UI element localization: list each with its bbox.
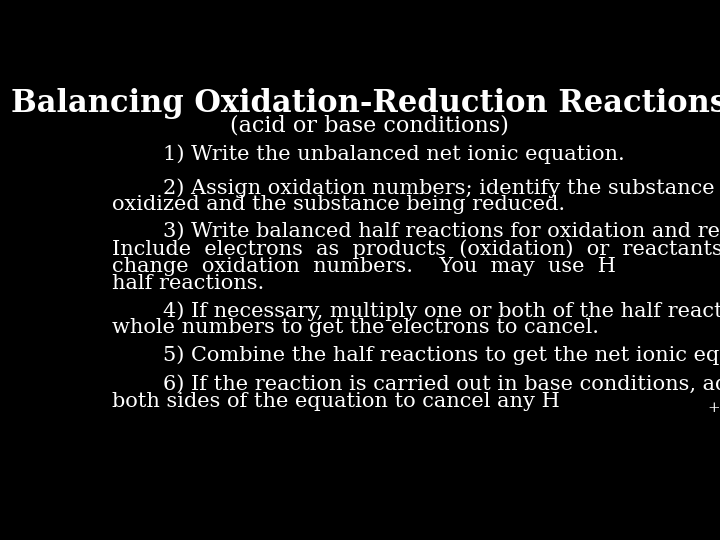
Text: 5) Combine the half reactions to get the net ionic equation.: 5) Combine the half reactions to get the… bbox=[163, 345, 720, 364]
Text: (acid or base conditions): (acid or base conditions) bbox=[230, 114, 508, 137]
Text: both sides of the equation to cancel any H: both sides of the equation to cancel any… bbox=[112, 392, 560, 411]
Text: Balancing Oxidation-Reduction Reactions: Balancing Oxidation-Reduction Reactions bbox=[11, 87, 720, 119]
Text: 4) If necessary, multiply one or both of the half reactions by: 4) If necessary, multiply one or both of… bbox=[163, 301, 720, 321]
Text: half reactions.: half reactions. bbox=[112, 274, 264, 293]
Text: change  oxidation  numbers.    You  may  use  H: change oxidation numbers. You may use H bbox=[112, 257, 616, 276]
Text: 6) If the reaction is carried out in base conditions, add OH: 6) If the reaction is carried out in bas… bbox=[163, 375, 720, 394]
Text: oxidized and the substance being reduced.: oxidized and the substance being reduced… bbox=[112, 195, 565, 214]
Text: Include  electrons  as  products  (oxidation)  or  reactants  (reduction)  to: Include electrons as products (oxidation… bbox=[112, 239, 720, 259]
Text: +: + bbox=[708, 401, 720, 415]
Text: ions present.: ions present. bbox=[719, 392, 720, 411]
Text: 2) Assign oxidation numbers; identify the substance being: 2) Assign oxidation numbers; identify th… bbox=[163, 178, 720, 198]
Text: whole numbers to get the electrons to cancel.: whole numbers to get the electrons to ca… bbox=[112, 319, 599, 338]
Text: 3) Write balanced half reactions for oxidation and reduction.: 3) Write balanced half reactions for oxi… bbox=[163, 222, 720, 241]
Text: 1) Write the unbalanced net ionic equation.: 1) Write the unbalanced net ionic equati… bbox=[163, 145, 624, 164]
